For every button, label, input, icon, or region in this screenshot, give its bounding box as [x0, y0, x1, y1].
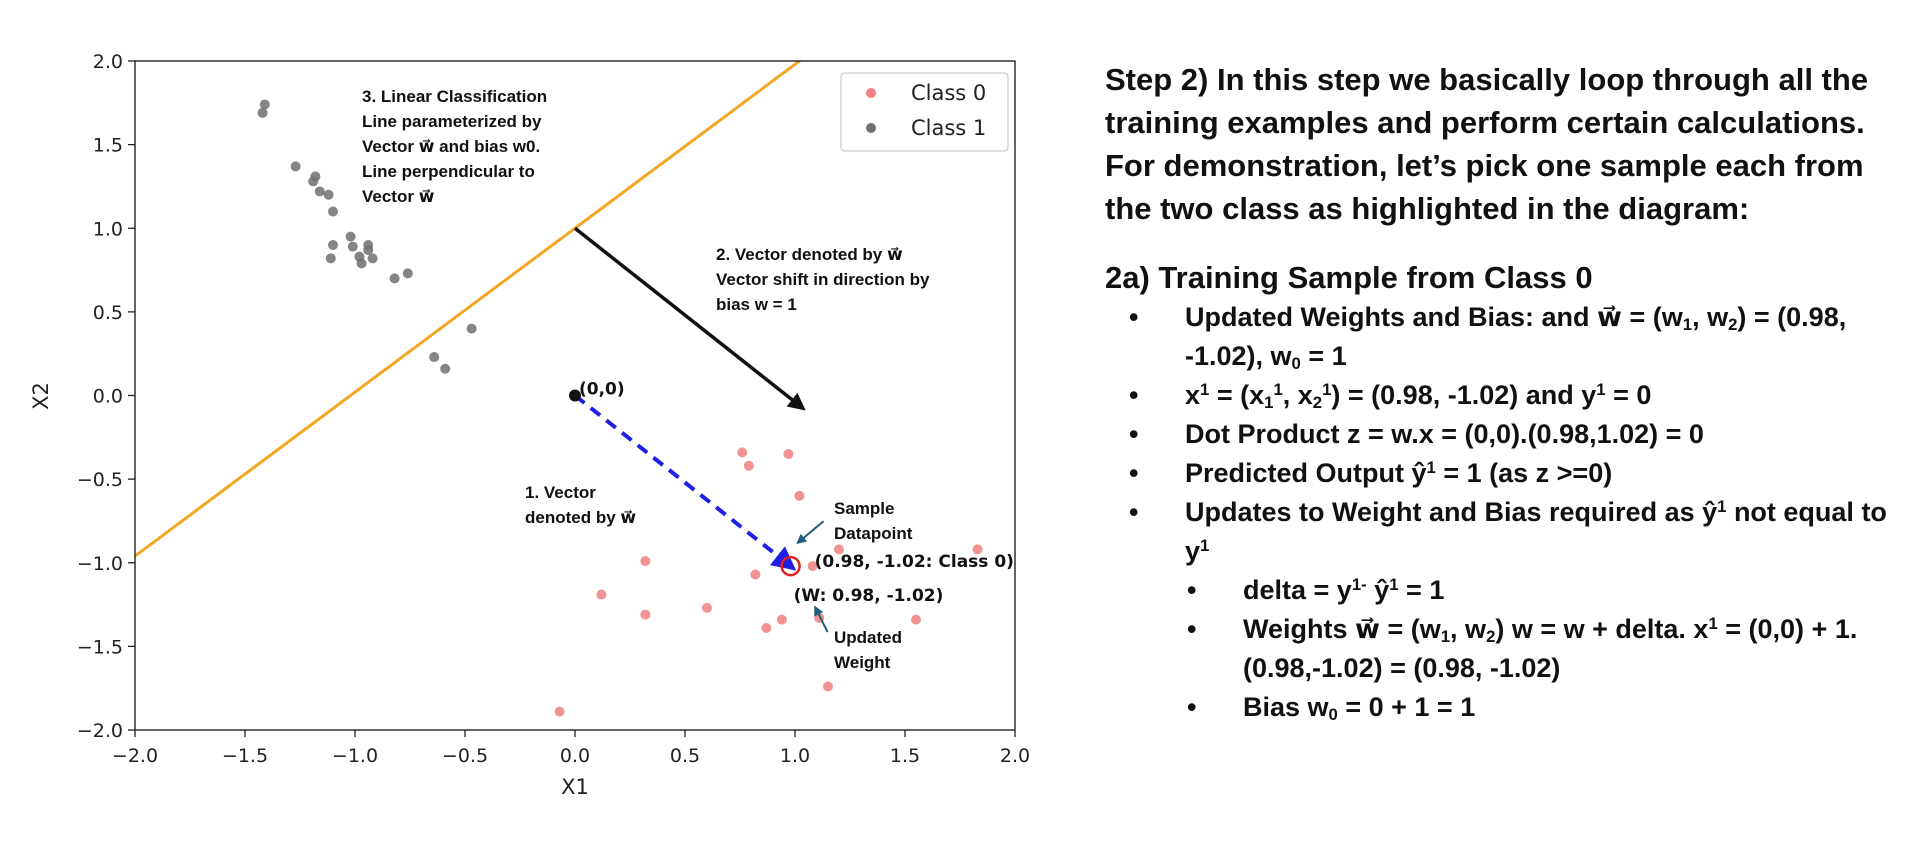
highlighted-sample — [780, 555, 801, 577]
axes-frame — [134, 60, 1016, 731]
line-annotation: 3. Linear Classification Line parameteriz… — [362, 87, 547, 206]
point-class-1 — [402, 268, 413, 279]
legend-label-class-1: Class 1 — [911, 116, 986, 140]
weight-vector — [573, 393, 797, 571]
point-class-1 — [314, 186, 325, 197]
point-class-1 — [325, 253, 336, 264]
x-axis-label: X1 — [561, 775, 589, 799]
bullet-sample: x1 = (x11, x21) = (0.98, -1.02) and y1 =… — [1105, 376, 1895, 415]
y-tick-label: 1.0 — [93, 218, 123, 240]
x-tick-label: −1.0 — [332, 745, 378, 767]
point-class-0 — [702, 602, 712, 613]
step-intro: Step 2) In this step we basically loop t… — [1105, 62, 1869, 226]
point-class-1 — [367, 253, 378, 264]
y-tick-label: 0.5 — [93, 302, 123, 324]
legend-marker-class-1 — [866, 123, 876, 133]
y-tick-label: −2.0 — [77, 720, 123, 742]
point-class-0 — [554, 706, 565, 717]
bias-shift-arrow — [573, 226, 806, 411]
x-tick-label: 0.0 — [560, 745, 590, 767]
point-class-0 — [972, 544, 983, 555]
point-class-0 — [794, 490, 805, 501]
y-tick-label: 0.0 — [93, 386, 123, 408]
point-class-1 — [440, 363, 451, 374]
point-class-1 — [257, 107, 268, 118]
bullet-predicted-output: Predicted Output ŷ1 = 1 (as z >=0) — [1105, 454, 1895, 493]
point-class-0 — [823, 681, 833, 692]
point-class-1 — [363, 244, 374, 255]
point-class-0 — [776, 614, 787, 625]
point-class-0 — [743, 460, 754, 471]
bullet-list: Updated Weights and Bias: and w⃗ = (w1, … — [1105, 298, 1895, 727]
x-tick-label: −1.5 — [222, 745, 268, 767]
x-tick-label: −2.0 — [112, 745, 158, 767]
point-class-1 — [290, 161, 301, 172]
point-class-0 — [911, 614, 921, 625]
y-tick-label: 1.5 — [93, 135, 123, 157]
point-class-0 — [596, 589, 607, 600]
bullet-updated-weights: Updated Weights and Bias: and w⃗ = (w1, … — [1105, 298, 1895, 376]
x-tick-label: 0.5 — [670, 745, 700, 767]
point-class-0 — [737, 447, 748, 458]
shift-annotation: 2. Vector denoted by w⃗ Vector shift in d… — [716, 245, 930, 314]
point-class-1 — [345, 231, 356, 242]
x-tick-label: 2.0 — [1000, 745, 1030, 767]
legend-box — [840, 72, 1009, 152]
point-class-1 — [429, 352, 440, 363]
axis-ticks: −2.0 −1.5 −1.0 −0.5 0.0 0.5 1.0 1.5 2.0 −2.0 −1.5 −… — [77, 51, 1030, 767]
y-tick-label: −1.5 — [77, 636, 123, 658]
origin-point — [569, 389, 581, 402]
weight-pointer-arrow — [814, 605, 829, 633]
annotations: (0,0) (0.98, -1.02: Class 0) (W: 0.98, -1.… — [362, 87, 1014, 672]
point-class-0 — [834, 544, 844, 555]
y-axis-label: X2 — [29, 382, 53, 410]
sample-annotation: Sample Datapoint — [834, 499, 913, 543]
bullet-dot-product: Dot Product z = w.x = (0,0).(0.98,1.02) … — [1105, 415, 1895, 454]
point-class-0 — [807, 561, 818, 572]
x-tick-label: 1.0 — [780, 745, 810, 767]
point-class-1 — [347, 241, 358, 252]
point-class-0 — [640, 609, 651, 620]
point-class-1 — [328, 206, 338, 217]
section-heading: 2a) Training Sample from Class 0 — [1105, 260, 1593, 295]
point-class-1 — [389, 273, 400, 284]
point-class-1 — [328, 239, 338, 250]
point-class-1 — [466, 323, 477, 334]
y-tick-label: −1.0 — [77, 553, 123, 575]
bullet-delta: delta = y1- ŷ1 = 1 — [1105, 571, 1895, 610]
legend-marker-class-0 — [866, 88, 876, 98]
bullet-updates-required: Updates to Weight and Bias required as ŷ… — [1105, 493, 1895, 571]
bullet-weights-update: Weights w⃗ = (w1, w2) w = w + delta. x1 … — [1105, 610, 1895, 688]
x-tick-label: 1.5 — [890, 745, 920, 767]
sample-label: (0.98, -1.02: Class 0) — [815, 552, 1014, 572]
vector-annotation: 1. Vector denoted by w⃗ — [525, 483, 636, 527]
explanation-panel: Step 2) In this step we basically loop t… — [1105, 58, 1895, 727]
point-class-1 — [323, 189, 334, 200]
x-tick-label: −0.5 — [442, 745, 488, 767]
point-class-0 — [750, 569, 761, 580]
bullet-bias-update: Bias w0 = 0 + 1 = 1 — [1105, 688, 1895, 727]
origin-label: (0,0) — [579, 380, 625, 400]
point-class-1 — [356, 258, 367, 269]
point-class-0 — [640, 556, 651, 567]
sample-pointer-arrow — [796, 520, 825, 545]
legend: Class 0 Class 1 — [840, 72, 1009, 152]
point-class-0 — [783, 449, 794, 460]
weight-label: (W: 0.98, -1.02) — [794, 586, 944, 606]
scatter-chart: −2.0 −1.5 −1.0 −0.5 0.0 0.5 1.0 1.5 2.0 −2.0 −1.5 −… — [29, 51, 1030, 799]
y-tick-label: −0.5 — [77, 469, 123, 491]
point-class-1 — [308, 176, 319, 187]
y-tick-label: 2.0 — [93, 51, 123, 73]
weight-annotation: Updated Weight — [834, 628, 902, 672]
legend-label-class-0: Class 0 — [911, 81, 986, 105]
point-class-1 — [259, 99, 270, 110]
point-class-0 — [761, 622, 772, 633]
